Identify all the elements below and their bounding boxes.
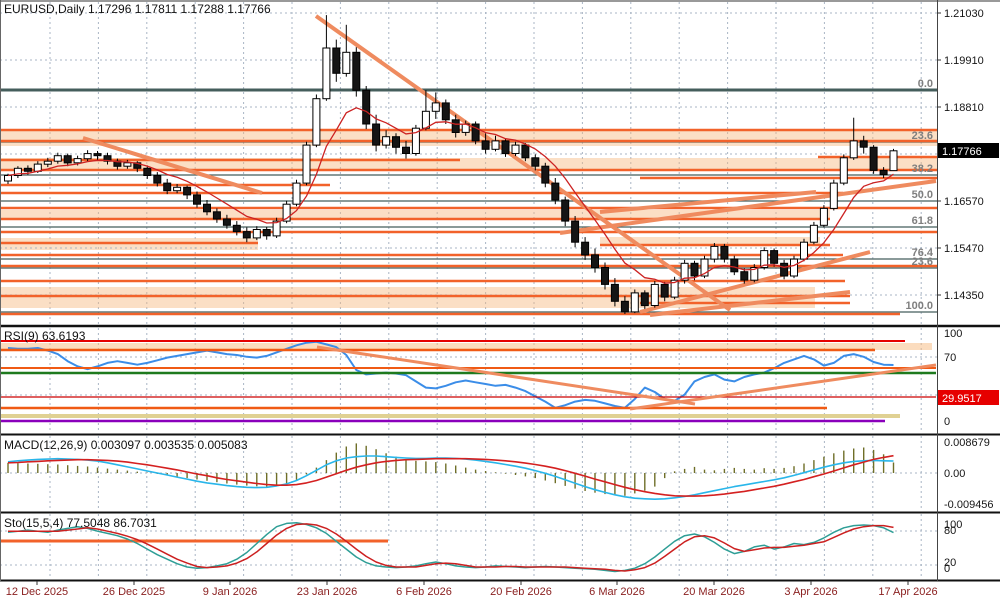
date-axis-label: 20 Mar 2026: [683, 586, 745, 598]
fib-level-label: 61.8: [912, 215, 933, 227]
rsi-axis-label: 100: [944, 328, 962, 340]
sto-axis-label: 0: [944, 563, 950, 575]
moving-average-line[interactable]: [7, 107, 894, 284]
fib-level-label: 38.2: [912, 163, 933, 175]
sto-axis-label: 80: [944, 525, 956, 537]
rsi-panel: [0, 340, 937, 423]
sto-indicator-label: Sto(15,5,4) 77.5048 86.7031: [4, 516, 157, 530]
trendlines[interactable]: [82, 14, 937, 317]
rsi-axis-label: 70: [944, 352, 956, 364]
date-axis-label: 20 Feb 2026: [490, 586, 552, 598]
price-axis-label: 1.19910: [944, 55, 984, 67]
fib-level-label: 76.4: [912, 247, 934, 259]
date-axis-label: 17 Apr 2026: [878, 586, 937, 598]
macd-panel: [0, 443, 937, 501]
rsi-axis-label: 0: [944, 416, 950, 428]
price-axis: 1.21030 1.19910 1.18810 1.16570 1.15470 1.143…: [937, 8, 999, 302]
fib-level-label: 100.0: [905, 300, 933, 312]
stochastic-panel: [0, 522, 937, 573]
fib-level-label: 50.0: [912, 189, 933, 201]
macd-axis-label: 0.00: [944, 468, 965, 480]
main-panel: [0, 12, 937, 317]
macd-axis: 0.008679 0.00 -0.009456: [944, 437, 994, 511]
price-axis-label: 1.21030: [944, 8, 984, 20]
chart-title: EURUSD,Daily 1.17296 1.17811 1.17288 1.1…: [4, 2, 271, 16]
macd-axis-label: -0.009456: [944, 499, 994, 511]
sto-axis-label: 20: [944, 557, 956, 569]
date-axis[interactable]: 12 Dec 2025 26 Dec 2025 9 Jan 2026 23 Jan 2…: [6, 581, 938, 598]
date-axis-label: 9 Jan 2026: [203, 586, 257, 598]
price-axis-label: 1.15470: [944, 243, 984, 255]
rsi-level-tag: [938, 390, 999, 405]
supply-demand-zone: [0, 131, 937, 146]
rsi-level-tag-text: 29.9517: [942, 393, 982, 405]
date-axis-label: 12 Dec 2025: [6, 586, 68, 598]
price-axis-label: 1.18810: [944, 102, 984, 114]
candles: [4, 15, 898, 314]
supply-demand-zone: [0, 210, 830, 219]
price-axis-label: 1.16570: [944, 196, 984, 208]
rsi-axis: 100 70 0 29.9517: [938, 328, 999, 428]
rsi-indicator-label: RSI(9) 63.6193: [4, 329, 86, 343]
macd-indicator-label: MACD(12,26,9) 0.003097 0.003535 0.005083: [4, 438, 248, 452]
date-axis-label: 6 Feb 2026: [396, 586, 452, 598]
date-axis-label: 26 Dec 2025: [103, 586, 165, 598]
date-axis-label: 3 Apr 2026: [784, 586, 837, 598]
date-axis-label: 23 Jan 2026: [297, 586, 358, 598]
fib-level-label: 23.6: [912, 256, 933, 268]
current-price-tag-text: 1.17766: [942, 146, 982, 158]
date-axis-label: 6 Mar 2026: [589, 586, 645, 598]
supply-demand-zone: [600, 237, 820, 245]
fib-level-label: 23.6: [912, 130, 933, 142]
fib-level-label: 0.0: [918, 78, 933, 90]
macd-axis-label: 0.008679: [944, 437, 990, 449]
sto-axis-label: 100: [944, 519, 962, 531]
current-price-tag: [938, 143, 999, 158]
price-axis-label: 1.14350: [944, 290, 984, 302]
panel-separators[interactable]: [0, 0, 1000, 582]
